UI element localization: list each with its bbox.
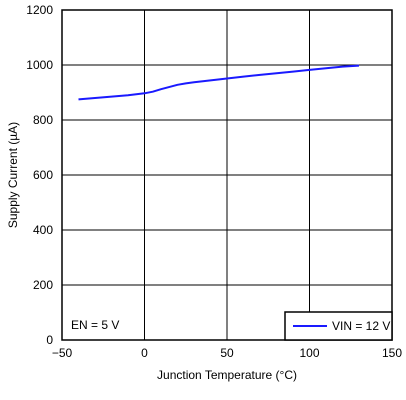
x-tick-label: 100 [299, 346, 319, 360]
y-tick-label: 800 [33, 113, 53, 127]
y-axis-title: Supply Current (µA) [6, 122, 20, 228]
x-tick-label: 0 [141, 346, 148, 360]
x-axis-title: Junction Temperature (°C) [157, 368, 297, 382]
y-tick-label: 1200 [26, 3, 53, 17]
y-tick-label: 1000 [26, 58, 53, 72]
series-layer [78, 64, 360, 101]
y-tick-label: 200 [33, 278, 53, 292]
y-tick-label: 0 [46, 333, 53, 347]
legend-label: VIN = 12 V [332, 319, 390, 333]
series-line [78, 64, 360, 101]
condition-annotation: EN = 5 V [71, 318, 119, 332]
x-tick-label: 50 [220, 346, 234, 360]
y-tick-label: 400 [33, 223, 53, 237]
x-tick-label: −50 [52, 346, 73, 360]
grid [62, 10, 392, 340]
y-tick-label: 600 [33, 168, 53, 182]
plot-frame [61, 9, 393, 341]
legend: VIN = 12 V [284, 311, 393, 341]
x-tick-label: 150 [382, 346, 402, 360]
